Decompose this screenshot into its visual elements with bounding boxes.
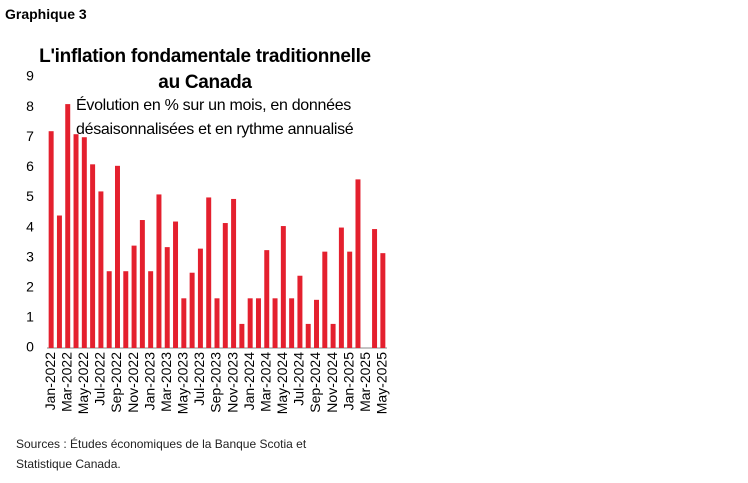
x-tick-label: Jul-2024	[291, 352, 307, 406]
bar	[314, 299, 319, 348]
bar	[305, 323, 311, 348]
bar	[289, 298, 295, 348]
y-tick-label: 5	[26, 188, 34, 204]
x-tick-label: Jan-2024	[241, 352, 257, 411]
bar	[330, 323, 336, 348]
sources-note: Sources : Études économiques de la Banqu…	[16, 437, 307, 471]
bar	[355, 179, 361, 348]
bar	[106, 271, 112, 348]
x-tick-label: May-2025	[374, 352, 390, 414]
bar	[156, 194, 162, 348]
bar	[255, 298, 261, 348]
bar	[90, 164, 96, 348]
bar	[280, 226, 286, 348]
bar	[206, 197, 212, 348]
x-tick-label: Jul-2022	[92, 352, 108, 406]
y-tick-label: 9	[26, 68, 34, 84]
bar	[239, 323, 245, 348]
x-tick-label: Nov-2022	[125, 352, 141, 413]
bar	[247, 298, 253, 348]
bar	[189, 272, 195, 348]
x-tick-label: Mar-2024	[257, 352, 273, 412]
y-tick-label: 8	[26, 98, 34, 114]
bar	[222, 223, 228, 348]
x-tick-label: Nov-2023	[224, 352, 240, 413]
x-tick-label: Jan-2022	[42, 352, 58, 411]
y-tick-label: 7	[26, 128, 34, 144]
bar	[264, 250, 270, 348]
x-tick-label: Sep-2024	[307, 352, 323, 413]
bar	[56, 215, 62, 348]
bar	[322, 251, 328, 348]
bar	[380, 253, 386, 348]
bar	[214, 298, 220, 348]
bar	[73, 134, 79, 348]
y-tick-label: 4	[26, 218, 34, 234]
x-tick-label: Mar-2025	[357, 352, 373, 412]
bar	[115, 165, 120, 348]
bar	[164, 247, 170, 348]
y-tick-label: 6	[26, 158, 34, 174]
bar	[173, 221, 179, 348]
bar	[338, 227, 344, 348]
x-tick-label: Jan-2023	[141, 352, 157, 411]
x-tick-label: Nov-2024	[324, 352, 340, 413]
x-tick-label: Jul-2023	[191, 352, 207, 406]
bar	[131, 245, 137, 348]
bar	[272, 298, 278, 348]
x-tick-label: Mar-2022	[58, 352, 74, 412]
bar	[65, 104, 71, 348]
y-tick-label: 3	[26, 248, 34, 264]
bar	[181, 298, 187, 348]
y-tick-label: 0	[26, 339, 34, 355]
bar	[123, 271, 129, 348]
bar	[197, 248, 203, 348]
bar	[297, 275, 303, 348]
x-tick-label: Sep-2023	[208, 352, 224, 413]
bar	[231, 198, 237, 348]
y-tick-label: 2	[26, 278, 34, 294]
x-tick-label: May-2024	[274, 352, 290, 414]
bar	[347, 251, 353, 348]
x-tick-label: Sep-2022	[108, 352, 124, 413]
y-tick-label: 1	[26, 309, 34, 325]
chart-title: L'inflation fondamentale traditionnelle …	[39, 46, 371, 93]
bar	[81, 137, 87, 348]
x-tick-label: Jan-2025	[340, 352, 356, 411]
chart-subtitle: Évolution en % sur un mois, en données d…	[76, 97, 354, 138]
bar	[98, 191, 104, 348]
bar	[48, 131, 54, 348]
x-tick-label: Mar-2023	[158, 352, 174, 412]
x-tick-label: May-2022	[75, 352, 91, 414]
x-tick-label: May-2023	[175, 352, 191, 414]
bar	[372, 229, 378, 348]
bar	[148, 271, 154, 348]
bar	[139, 220, 145, 348]
figure-label: Graphique 3	[5, 6, 87, 22]
